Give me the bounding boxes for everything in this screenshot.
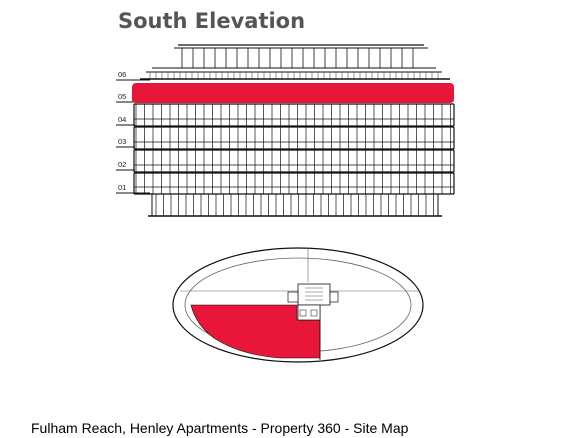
floor-label-02[interactable]: 02 <box>118 160 126 169</box>
floor-label-01[interactable]: 01 <box>118 183 126 192</box>
building-roof-level <box>140 44 450 80</box>
site-map-caption: Fulham Reach, Henley Apartments - Proper… <box>31 420 409 436</box>
highlighted-floor-05-band[interactable] <box>132 83 454 103</box>
highlighted-apartment-area[interactable] <box>190 304 321 359</box>
building-core <box>287 283 339 321</box>
plan-outer-outline <box>172 247 424 363</box>
building-floors-grid <box>133 103 455 195</box>
floor-label-03[interactable]: 03 <box>118 137 126 146</box>
floor-label-04[interactable]: 04 <box>118 115 126 124</box>
south-elevation-drawing: 06 05 04 03 02 01 <box>116 44 455 217</box>
floor-label-05[interactable]: 05 <box>118 92 126 101</box>
floor-label-06[interactable]: 06 <box>118 70 126 79</box>
elevation-title: South Elevation <box>118 9 306 33</box>
building-ground-level <box>148 193 442 217</box>
